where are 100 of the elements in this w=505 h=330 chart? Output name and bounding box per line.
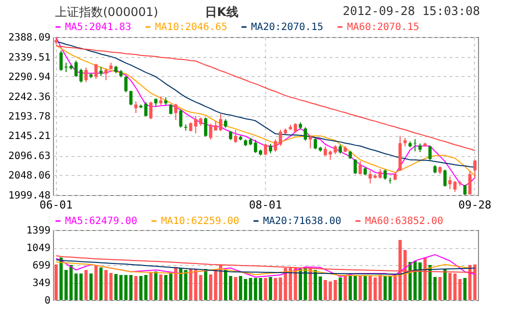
bar	[149, 272, 152, 300]
bar	[134, 276, 138, 300]
candlestick	[278, 129, 282, 146]
candlestick	[413, 138, 417, 152]
bar	[74, 273, 78, 300]
bar	[94, 264, 98, 300]
y-tick-label: 2193.78	[8, 112, 50, 122]
y-tick-label: 2290.94	[8, 72, 50, 83]
x-tick-label: 09-28	[458, 198, 492, 212]
candlestick	[304, 126, 308, 142]
candlestick	[443, 169, 447, 188]
bar	[364, 276, 367, 300]
bar	[458, 278, 462, 300]
bar	[274, 278, 278, 300]
bar	[204, 268, 208, 300]
candlestick	[274, 138, 278, 152]
bar	[228, 276, 232, 300]
bar	[119, 274, 123, 300]
bar	[238, 276, 242, 300]
bar	[174, 266, 178, 300]
candlestick	[64, 62, 68, 72]
legend-label: MA60:63852.00	[365, 216, 444, 227]
bar	[54, 264, 58, 300]
bar	[463, 278, 467, 300]
bar	[448, 272, 452, 300]
bar	[268, 276, 272, 300]
bar	[154, 271, 158, 300]
y-tick-label: 2048.06	[8, 170, 50, 182]
y-tick-label: 2096.63	[8, 151, 50, 162]
legend-label: MA20:71638.00	[263, 216, 342, 227]
candlestick	[388, 177, 392, 184]
candlestick	[179, 108, 182, 128]
bar	[248, 278, 252, 300]
line-series	[56, 255, 476, 273]
y-tick-label: 2145.21	[8, 131, 50, 142]
bar	[258, 278, 262, 300]
candlestick	[79, 68, 83, 84]
bar	[358, 276, 362, 300]
bar	[278, 277, 282, 300]
bar	[453, 273, 457, 300]
chart-subtitle: 日K线	[205, 4, 238, 21]
candlestick	[468, 170, 472, 195]
line-series	[56, 259, 476, 275]
bar	[344, 274, 347, 300]
candlestick	[124, 76, 128, 93]
candlestick	[384, 169, 387, 180]
legend-label: MA10:2046.65	[155, 22, 228, 33]
text: MA5:62479.00	[65, 216, 138, 227]
candlestick	[84, 67, 88, 83]
line-series	[56, 45, 476, 151]
candlestick	[428, 145, 432, 161]
candlestick	[234, 130, 238, 144]
bar	[114, 274, 118, 300]
y-tick-label: 1999.48	[8, 190, 50, 202]
bar	[308, 268, 312, 300]
bar	[79, 273, 83, 300]
legend-label: MA60:2070.15	[347, 22, 420, 33]
candlestick	[149, 101, 152, 120]
x-tick-label: 08-01	[248, 198, 282, 212]
y-tick-label: 1049	[26, 243, 50, 254]
candlestick	[294, 122, 298, 134]
y-tick-label: 2339.51	[8, 52, 50, 64]
bar	[84, 270, 88, 300]
y-tick-label: 2388.09	[8, 32, 50, 44]
candlestick	[94, 63, 98, 80]
line-series	[56, 261, 470, 277]
candlestick	[129, 90, 133, 106]
candlestick	[174, 103, 178, 120]
legend-label: MA5:2041.83	[65, 22, 132, 33]
candlestick	[74, 60, 78, 78]
candlestick	[448, 176, 452, 190]
candlestick	[254, 139, 258, 154]
legend-label: MA20:2070.15	[251, 22, 324, 33]
bar	[89, 273, 93, 300]
y-tick-label: 349	[32, 278, 50, 290]
bar	[433, 276, 437, 300]
bar	[244, 278, 248, 300]
bar	[438, 276, 442, 300]
candlestick	[264, 143, 268, 156]
bar	[109, 272, 113, 300]
bar	[338, 277, 342, 300]
candlestick	[268, 143, 272, 154]
candlestick	[204, 117, 208, 138]
x-tick-label: 06-01	[40, 198, 73, 212]
bar	[264, 278, 268, 300]
candlestick	[59, 50, 63, 72]
candlestick	[473, 159, 477, 180]
candlestick	[463, 185, 467, 194]
y-tick-label: 2242.36	[8, 92, 50, 103]
bar	[104, 270, 108, 300]
bar	[64, 270, 68, 300]
bar	[159, 274, 162, 300]
candlestick	[358, 160, 362, 175]
bar	[129, 274, 133, 300]
bar	[254, 278, 258, 300]
chart-title: 上证指数(000001)	[55, 4, 158, 21]
candlestick	[453, 180, 457, 192]
candlestick	[308, 135, 312, 149]
y-tick-label: 1399	[26, 226, 50, 236]
bar	[99, 267, 103, 300]
